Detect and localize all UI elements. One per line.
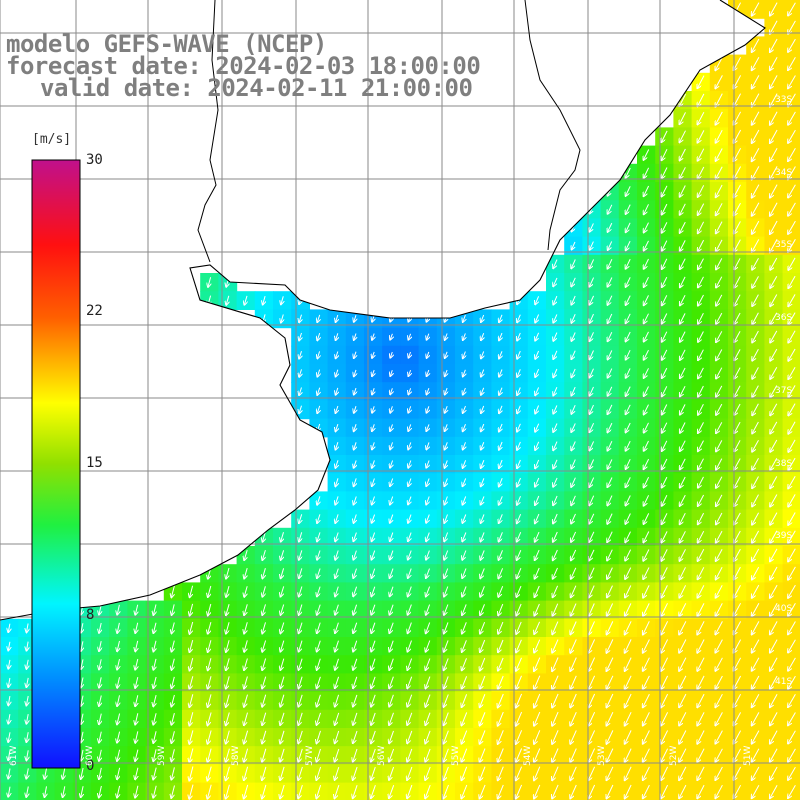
lat-label: 34S <box>775 168 793 178</box>
lon-label: 59W <box>157 745 167 766</box>
lon-label: 57W <box>305 745 315 766</box>
lat-label: 38S <box>775 459 793 469</box>
lat-label: 39S <box>775 531 793 541</box>
lat-label: 37S <box>775 386 793 396</box>
lon-label: 61W <box>9 745 19 766</box>
lon-label: 52W <box>669 745 679 766</box>
lat-label: 41S <box>775 677 793 687</box>
lon-label: 58W <box>231 745 241 766</box>
valid-date: valid date: 2024-02-11 21:00:00 <box>40 74 473 102</box>
colorbar-tick-22: 22 <box>86 303 103 319</box>
lon-label: 53W <box>597 745 607 766</box>
lon-label: 55W <box>451 745 461 766</box>
lat-label: 33S <box>775 95 793 105</box>
lon-label: 54W <box>523 745 533 766</box>
lat-label: 35S <box>775 240 793 250</box>
colorbar-tick-30: 30 <box>86 152 103 168</box>
lon-label: 51W <box>743 745 753 766</box>
colorbar-tick-15: 15 <box>86 455 103 471</box>
colorbar <box>31 159 81 769</box>
lon-label: 60W <box>85 745 95 766</box>
lon-label: 56W <box>377 745 387 766</box>
wind-cell <box>782 782 800 800</box>
lat-label: 36S <box>775 313 793 323</box>
colorbar-tick-8: 8 <box>86 607 95 623</box>
colorbar-unit: [m/s] <box>32 132 72 147</box>
lat-label: 40S <box>775 604 793 614</box>
